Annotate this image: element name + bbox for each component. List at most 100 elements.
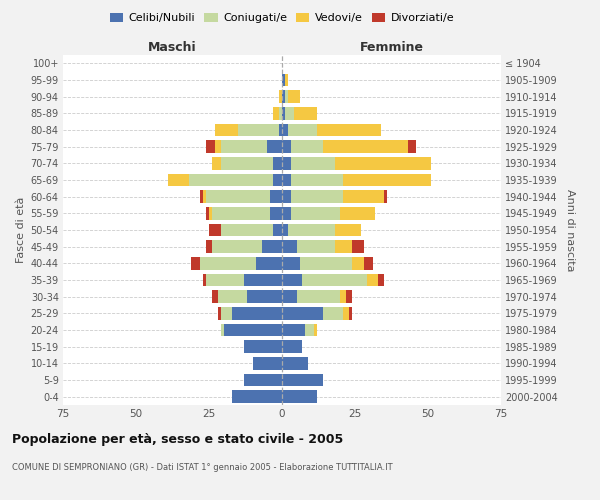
Bar (221, 307, 232, 320)
Bar (302, 274, 367, 286)
Bar (349, 307, 352, 320)
Text: COMUNE DI SEMPRONIANO (GR) - Dati ISTAT 1° gennaio 2005 - Elaborazione TUTTITALI: COMUNE DI SEMPRONIANO (GR) - Dati ISTAT … (12, 462, 392, 471)
Bar (206, 207, 209, 220)
Bar (340, 207, 376, 220)
Bar (282, 374, 323, 386)
Y-axis label: Fasce di età: Fasce di età (16, 197, 26, 263)
Bar (340, 290, 346, 303)
Bar (384, 190, 387, 203)
Bar (282, 224, 288, 236)
Bar (206, 190, 271, 203)
Bar (273, 107, 279, 120)
Bar (221, 224, 273, 236)
Bar (282, 390, 317, 403)
Bar (285, 107, 293, 120)
Bar (282, 107, 285, 120)
Bar (273, 157, 282, 170)
Bar (209, 224, 221, 236)
Bar (314, 324, 317, 336)
Bar (279, 107, 282, 120)
Bar (282, 324, 305, 336)
Bar (367, 274, 379, 286)
Bar (253, 357, 282, 370)
Bar (352, 257, 364, 270)
Bar (299, 257, 352, 270)
Bar (335, 224, 361, 236)
Bar (271, 190, 282, 203)
Bar (335, 240, 352, 253)
Bar (203, 190, 206, 203)
Bar (203, 274, 206, 286)
Bar (232, 390, 282, 403)
Bar (343, 174, 431, 186)
Bar (209, 207, 212, 220)
Bar (244, 274, 282, 286)
Bar (282, 240, 296, 253)
Bar (379, 274, 384, 286)
Text: Maschi: Maschi (148, 41, 197, 54)
Bar (188, 174, 273, 186)
Text: Popolazione per età, sesso e stato civile - 2005: Popolazione per età, sesso e stato civil… (12, 432, 343, 446)
Legend: Celibi/Nubili, Coniugati/e, Vedovi/e, Divorziati/e: Celibi/Nubili, Coniugati/e, Vedovi/e, Di… (106, 8, 458, 28)
Bar (282, 74, 285, 86)
Bar (288, 90, 299, 103)
Bar (191, 257, 200, 270)
Bar (282, 307, 323, 320)
Bar (262, 240, 282, 253)
Bar (305, 324, 314, 336)
Bar (282, 174, 291, 186)
Bar (273, 174, 282, 186)
Bar (244, 374, 282, 386)
Bar (212, 290, 218, 303)
Bar (244, 340, 282, 353)
Bar (282, 157, 291, 170)
Bar (247, 290, 282, 303)
Bar (200, 257, 256, 270)
Bar (282, 357, 308, 370)
Bar (343, 307, 349, 320)
Bar (352, 240, 364, 253)
Bar (268, 140, 282, 153)
Bar (279, 124, 282, 136)
Bar (364, 257, 373, 270)
Bar (168, 174, 188, 186)
Bar (279, 90, 282, 103)
Bar (317, 124, 381, 136)
Bar (291, 157, 335, 170)
Bar (206, 240, 212, 253)
Bar (323, 307, 343, 320)
Bar (285, 90, 288, 103)
Bar (215, 124, 238, 136)
Bar (218, 290, 247, 303)
Bar (407, 140, 416, 153)
Bar (291, 140, 323, 153)
Bar (296, 240, 335, 253)
Bar (335, 157, 431, 170)
Bar (282, 90, 285, 103)
Bar (221, 324, 224, 336)
Bar (200, 190, 203, 203)
Bar (296, 290, 340, 303)
Bar (282, 190, 291, 203)
Bar (288, 224, 335, 236)
Bar (218, 307, 221, 320)
Bar (221, 140, 268, 153)
Bar (221, 157, 273, 170)
Bar (323, 140, 407, 153)
Bar (282, 140, 291, 153)
Bar (282, 124, 288, 136)
Bar (212, 240, 262, 253)
Bar (282, 207, 291, 220)
Bar (206, 274, 244, 286)
Bar (293, 107, 317, 120)
Bar (282, 290, 296, 303)
Bar (282, 274, 302, 286)
Bar (291, 174, 343, 186)
Bar (232, 307, 282, 320)
Bar (291, 207, 340, 220)
Bar (238, 124, 279, 136)
Bar (343, 190, 384, 203)
Y-axis label: Anni di nascita: Anni di nascita (565, 188, 575, 271)
Bar (273, 224, 282, 236)
Bar (206, 140, 215, 153)
